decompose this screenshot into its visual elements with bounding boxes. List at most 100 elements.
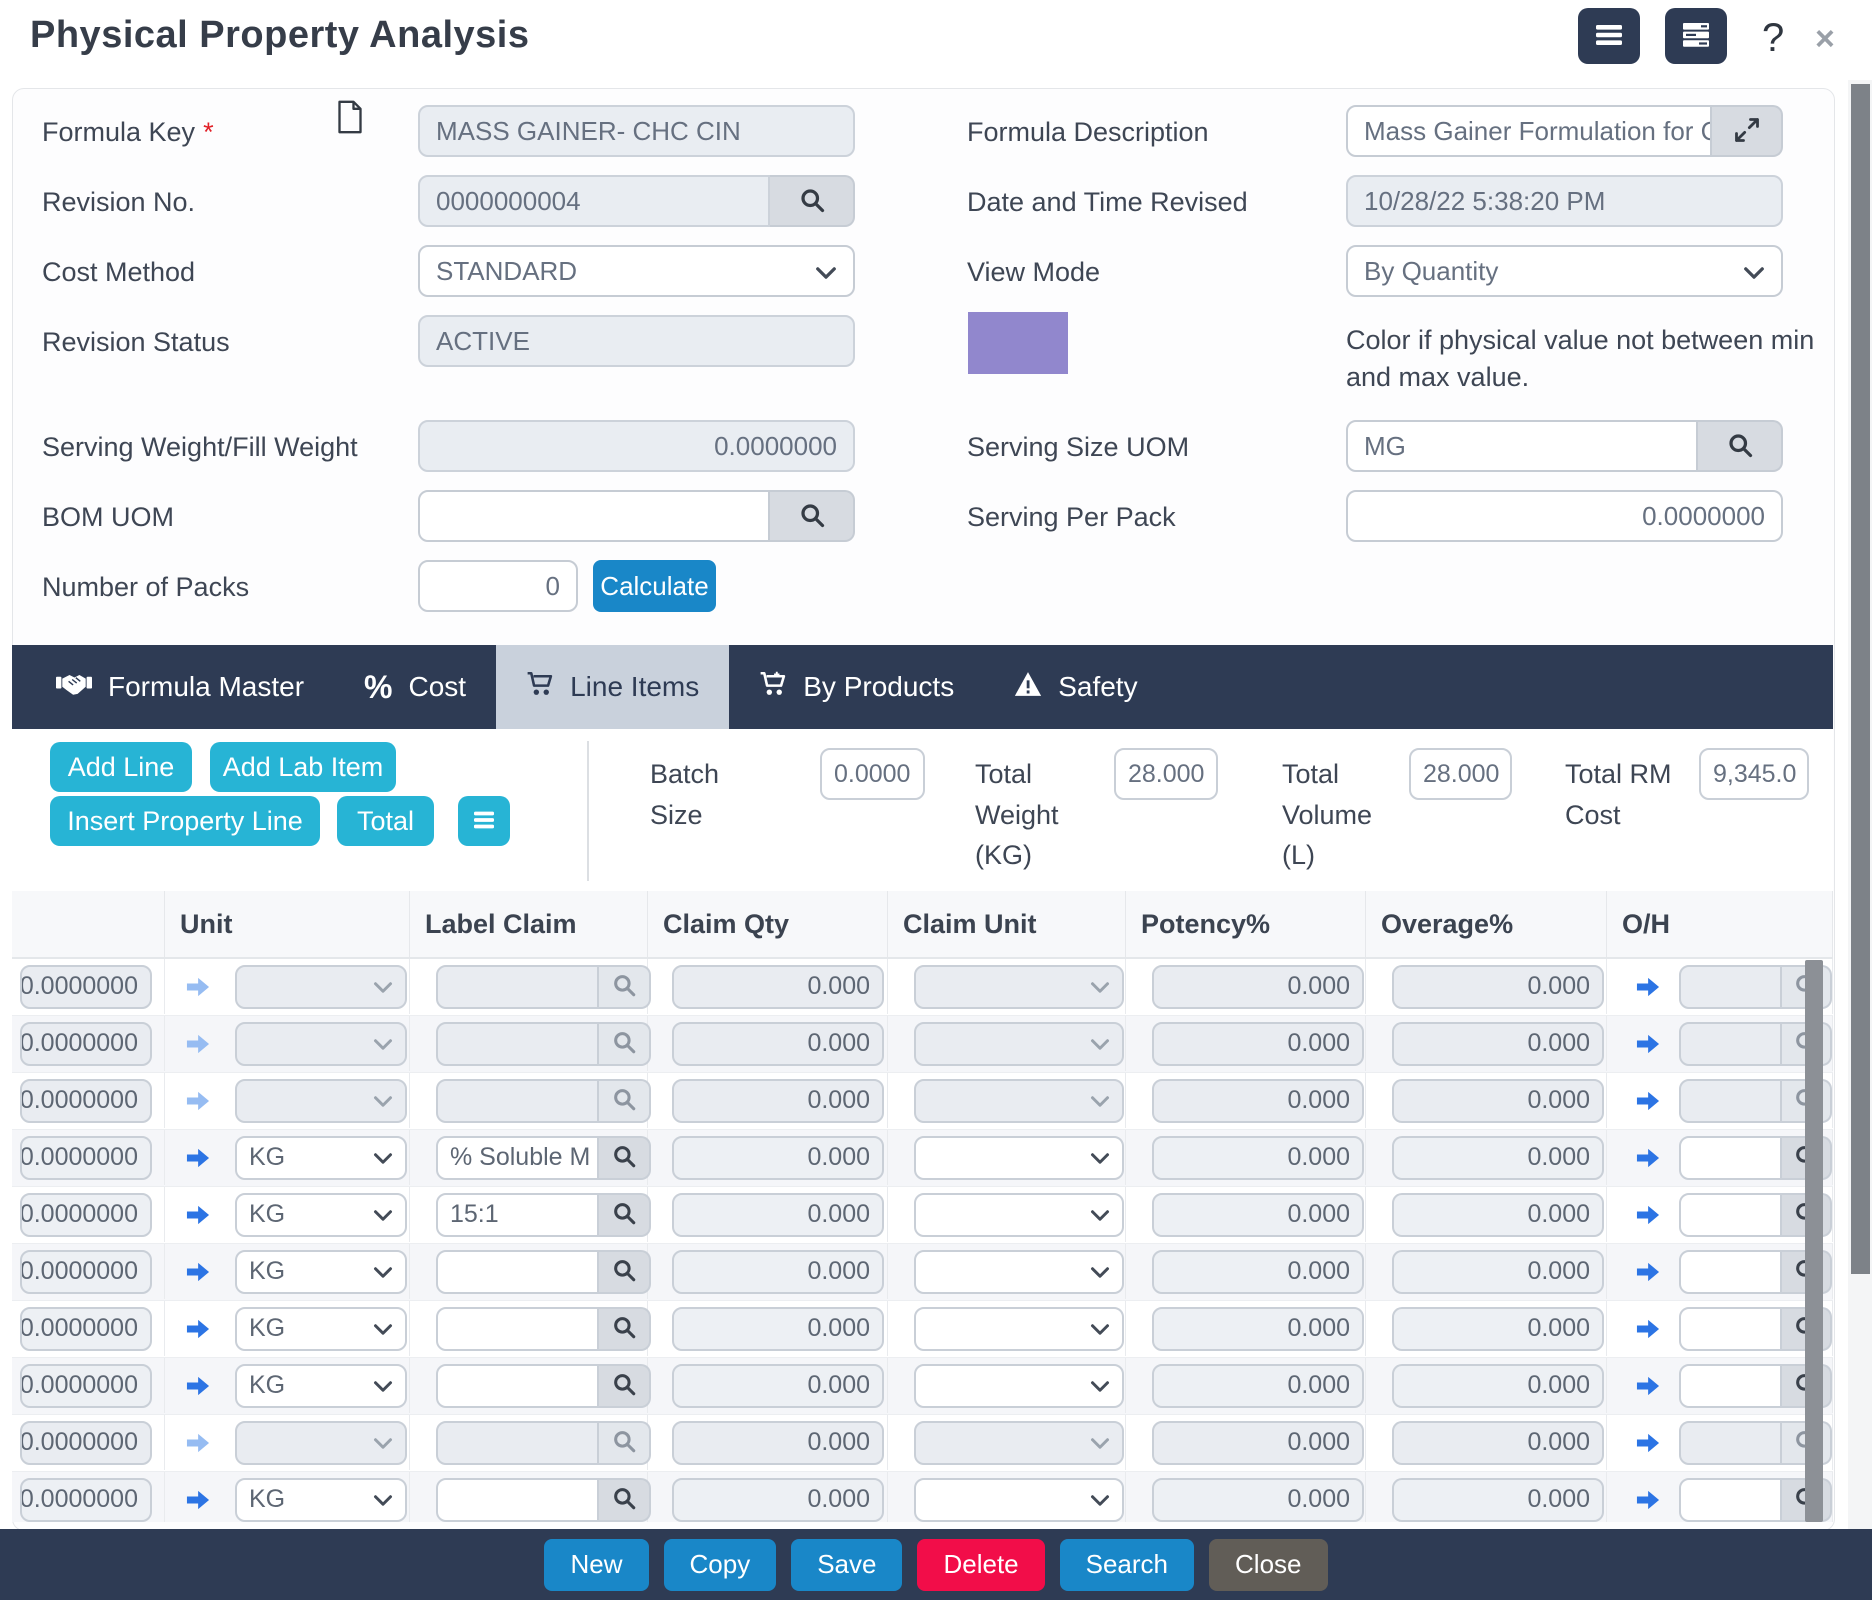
document-icon[interactable] [336,100,364,139]
quantity-input[interactable]: 0.0000000 [20,1249,152,1294]
overage-input[interactable]: 0.000 [1392,1078,1604,1123]
oh-input[interactable] [1679,1420,1782,1465]
claim-qty-input[interactable]: 0.000 [672,1477,884,1522]
oh-input[interactable] [1679,1477,1782,1522]
overage-input[interactable]: 0.000 [1392,1192,1604,1237]
oh-detail-arrow-icon[interactable] [1635,1487,1661,1513]
grid-menu-button[interactable] [458,796,510,846]
serving-weight-field[interactable]: 0.0000000 [418,420,855,472]
new-button[interactable]: New [544,1538,649,1591]
unit-select[interactable] [235,1021,407,1066]
potency-input[interactable]: 0.000 [1152,1477,1364,1522]
overage-input[interactable]: 0.000 [1392,1135,1604,1180]
search-button[interactable]: Search [1059,1538,1195,1591]
line-detail-arrow-icon[interactable] [185,1031,211,1057]
oh-detail-arrow-icon[interactable] [1635,1031,1661,1057]
oh-input[interactable] [1679,1192,1782,1237]
claim-qty-input[interactable]: 0.000 [672,1363,884,1408]
delete-button[interactable]: Delete [917,1538,1045,1591]
unit-select[interactable]: KG [235,1192,407,1237]
formula-description-field[interactable]: Mass Gainer Formulation for C [1346,105,1712,157]
label-claim-input[interactable] [436,1249,599,1294]
claim-unit-select[interactable] [914,1363,1124,1408]
quantity-input[interactable]: 0.0000000 [20,1135,152,1180]
line-detail-arrow-icon[interactable] [185,1373,211,1399]
label-claim-search-button[interactable] [599,964,651,1009]
quantity-input[interactable]: 0.0000000 [20,1420,152,1465]
potency-input[interactable]: 0.000 [1152,1249,1364,1294]
cost-method-select[interactable]: STANDARD [418,245,855,297]
bom-uom-field[interactable] [418,490,770,542]
calculate-button[interactable]: Calculate [593,560,716,612]
quantity-input[interactable]: 0.0000000 [20,1477,152,1522]
unit-select[interactable]: KG [235,1477,407,1522]
label-claim-input[interactable] [436,964,599,1009]
physical-value-color-swatch[interactable] [968,312,1068,374]
oh-input[interactable] [1679,1249,1782,1294]
claim-qty-input[interactable]: 0.000 [672,1192,884,1237]
claim-qty-input[interactable]: 0.000 [672,1306,884,1351]
quantity-input[interactable]: 0.0000000 [20,1192,152,1237]
unit-select[interactable]: KG [235,1363,407,1408]
serving-size-uom-search-button[interactable] [1698,420,1783,472]
oh-input[interactable] [1679,1078,1782,1123]
claim-unit-select[interactable] [914,1135,1124,1180]
line-detail-arrow-icon[interactable] [185,1259,211,1285]
formula-key-field[interactable]: MASS GAINER- CHC CIN [418,105,855,157]
tab-cost[interactable]: % Cost [364,668,467,705]
quantity-input[interactable]: 0.0000000 [20,1021,152,1066]
revision-no-field[interactable]: 0000000004 [418,175,770,227]
unit-select[interactable] [235,1078,407,1123]
tab-formula-master[interactable]: Formula Master [26,645,334,729]
label-claim-search-button[interactable] [599,1477,651,1522]
add-lab-item-button[interactable]: Add Lab Item [210,742,396,792]
tab-safety[interactable]: Safety [984,645,1167,729]
total-weight-field[interactable]: 28.000 [1114,748,1218,800]
overage-input[interactable]: 0.000 [1392,1363,1604,1408]
overage-input[interactable]: 0.000 [1392,1306,1604,1351]
date-time-revised-field[interactable]: 10/28/22 5:38:20 PM [1346,175,1783,227]
oh-input[interactable] [1679,964,1782,1009]
unit-select[interactable]: KG [235,1306,407,1351]
potency-input[interactable]: 0.000 [1152,964,1364,1009]
add-line-button[interactable]: Add Line [50,742,192,792]
grid-vertical-scrollbar[interactable] [1805,960,1823,1522]
oh-input[interactable] [1679,1021,1782,1066]
help-button[interactable]: ? [1762,16,1785,60]
claim-unit-select[interactable] [914,1306,1124,1351]
label-claim-input[interactable]: 15:1 [436,1192,599,1237]
copy-button[interactable]: Copy [663,1538,777,1591]
oh-detail-arrow-icon[interactable] [1635,1088,1661,1114]
oh-detail-arrow-icon[interactable] [1635,1316,1661,1342]
save-button[interactable]: Save [791,1538,903,1591]
potency-input[interactable]: 0.000 [1152,1192,1364,1237]
claim-unit-select[interactable] [914,1078,1124,1123]
total-button[interactable]: Total [337,796,434,846]
claim-qty-input[interactable]: 0.000 [672,1135,884,1180]
close-button[interactable]: Close [1209,1538,1328,1591]
claim-qty-input[interactable]: 0.000 [672,1021,884,1066]
claim-unit-select[interactable] [914,1249,1124,1294]
label-claim-input[interactable] [436,1363,599,1408]
oh-detail-arrow-icon[interactable] [1635,974,1661,1000]
claim-unit-select[interactable] [914,964,1124,1009]
oh-input[interactable] [1679,1306,1782,1351]
tab-line-items[interactable]: Line Items [496,645,730,729]
label-claim-input[interactable]: % Soluble M [436,1135,599,1180]
batch-size-field[interactable]: 0.0000 [820,748,925,800]
insert-property-line-button[interactable]: Insert Property Line [50,796,320,846]
unit-select[interactable]: KG [235,1135,407,1180]
unit-select[interactable]: KG [235,1249,407,1294]
line-detail-arrow-icon[interactable] [185,974,211,1000]
revision-status-field[interactable]: ACTIVE [418,315,855,367]
potency-input[interactable]: 0.000 [1152,1021,1364,1066]
label-claim-search-button[interactable] [599,1306,651,1351]
overage-input[interactable]: 0.000 [1392,1021,1604,1066]
window-scrollbar-thumb[interactable] [1851,84,1870,1274]
oh-detail-arrow-icon[interactable] [1635,1145,1661,1171]
serving-size-uom-field[interactable]: MG [1346,420,1698,472]
label-claim-input[interactable] [436,1420,599,1465]
claim-unit-select[interactable] [914,1477,1124,1522]
quantity-input[interactable]: 0.0000000 [20,1363,152,1408]
label-claim-input[interactable] [436,1021,599,1066]
